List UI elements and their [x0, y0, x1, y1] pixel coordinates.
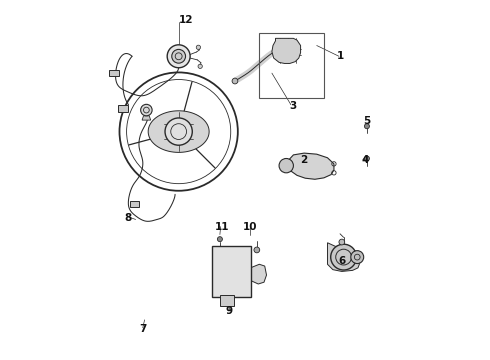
- Circle shape: [141, 104, 152, 116]
- Polygon shape: [272, 39, 300, 63]
- Circle shape: [339, 239, 344, 245]
- Text: 3: 3: [290, 102, 297, 112]
- Text: 9: 9: [225, 306, 232, 316]
- Polygon shape: [287, 153, 334, 179]
- Circle shape: [167, 45, 190, 68]
- Polygon shape: [142, 116, 151, 120]
- FancyBboxPatch shape: [109, 69, 119, 76]
- FancyBboxPatch shape: [118, 105, 128, 112]
- Polygon shape: [327, 243, 360, 271]
- Circle shape: [172, 49, 186, 63]
- Circle shape: [198, 64, 202, 68]
- Text: 8: 8: [125, 213, 132, 222]
- Text: 12: 12: [178, 15, 193, 26]
- Text: 4: 4: [362, 155, 369, 165]
- Polygon shape: [148, 111, 209, 152]
- Polygon shape: [250, 264, 267, 284]
- FancyBboxPatch shape: [130, 201, 139, 207]
- Text: 5: 5: [363, 116, 370, 126]
- Circle shape: [254, 247, 260, 253]
- Text: 2: 2: [300, 155, 308, 165]
- Text: 7: 7: [139, 324, 147, 334]
- Text: 1: 1: [337, 51, 343, 61]
- Circle shape: [232, 78, 238, 84]
- FancyBboxPatch shape: [212, 246, 251, 297]
- Circle shape: [351, 251, 364, 264]
- Circle shape: [165, 118, 192, 145]
- Circle shape: [365, 156, 369, 161]
- Circle shape: [218, 237, 222, 242]
- FancyBboxPatch shape: [220, 296, 234, 306]
- Text: 10: 10: [243, 222, 258, 231]
- Text: 6: 6: [338, 256, 345, 266]
- Circle shape: [365, 124, 369, 129]
- Circle shape: [279, 158, 294, 173]
- Text: 11: 11: [215, 222, 229, 231]
- Circle shape: [196, 45, 200, 49]
- Circle shape: [331, 244, 357, 270]
